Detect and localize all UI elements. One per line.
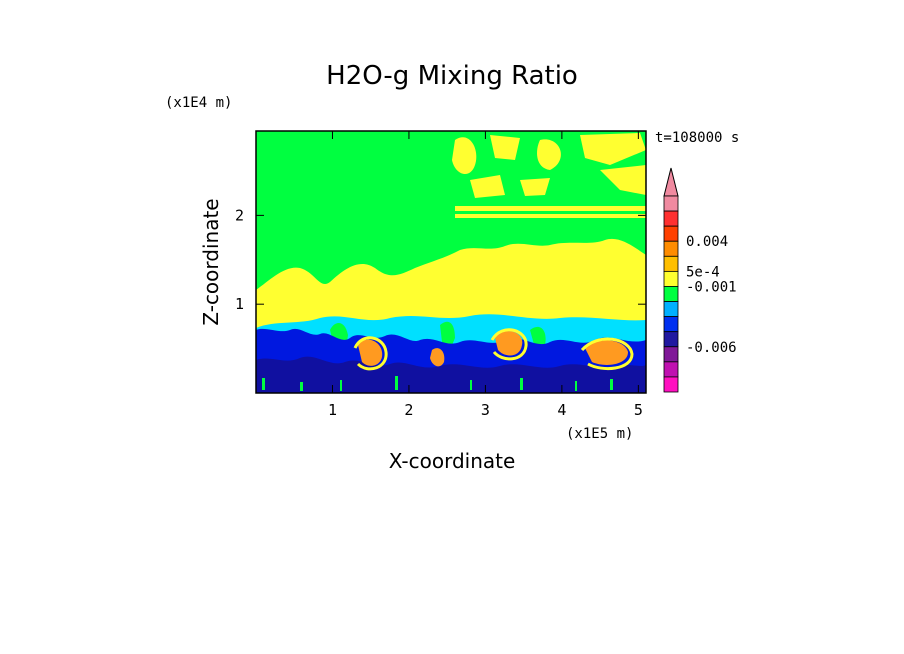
x-axis: 1 2 3 4 5 [328, 131, 643, 419]
colorbar-segment [663, 240, 679, 257]
colorbar-segment [663, 286, 679, 302]
y-scale-label: (x1E4 m) [165, 95, 232, 111]
plume-fringes [353, 328, 634, 371]
upper-yellow-patches [452, 133, 646, 218]
colorbar-segment [663, 301, 679, 318]
colorbar-segment [663, 195, 679, 212]
plot-frame [255, 130, 647, 394]
colorbar-segment [663, 316, 679, 333]
colorbar-label: 0.004 [686, 234, 728, 250]
surface-specks [262, 376, 613, 391]
colorbar-segment [663, 210, 679, 227]
colorbar-segment [663, 376, 679, 393]
colorbar-segment [663, 225, 679, 242]
colorbar-label: -0.006 [686, 340, 737, 356]
colorbar-segment [663, 346, 679, 363]
y-axis: 12 [235, 206, 646, 313]
x-axis-label: X-coordinate [389, 449, 516, 473]
x-tick-label: 2 [404, 401, 413, 419]
chart-title: H2O-g Mixing Ratio [326, 61, 578, 91]
x-tick-label: 5 [634, 401, 643, 419]
x-tick-label: 3 [481, 401, 490, 419]
x-tick-label: 4 [557, 401, 566, 419]
x-scale-label: (x1E5 m) [566, 426, 633, 442]
plot-area [255, 130, 647, 394]
colorbar-label: -0.001 [686, 279, 737, 295]
x-tick-label: 1 [328, 401, 337, 419]
colorbar: 0.004 5e-4-0.001 -0.006 [663, 167, 737, 393]
orange-plumes [358, 331, 628, 367]
y-axis-label: Z-coordinate [199, 198, 223, 325]
colorbar-segment [663, 255, 679, 272]
colorbar-extend-arrow [663, 167, 679, 197]
colorbar-segment [663, 270, 679, 287]
navy-boundary [256, 356, 646, 393]
y-tick-label: 2 [235, 206, 244, 224]
colorbar-label: 5e-4 [686, 264, 720, 280]
time-label: t=108000 s [655, 130, 739, 146]
colorbar-segment [663, 361, 679, 378]
y-tick-label: 1 [235, 295, 244, 313]
colorbar-segment [663, 331, 679, 348]
